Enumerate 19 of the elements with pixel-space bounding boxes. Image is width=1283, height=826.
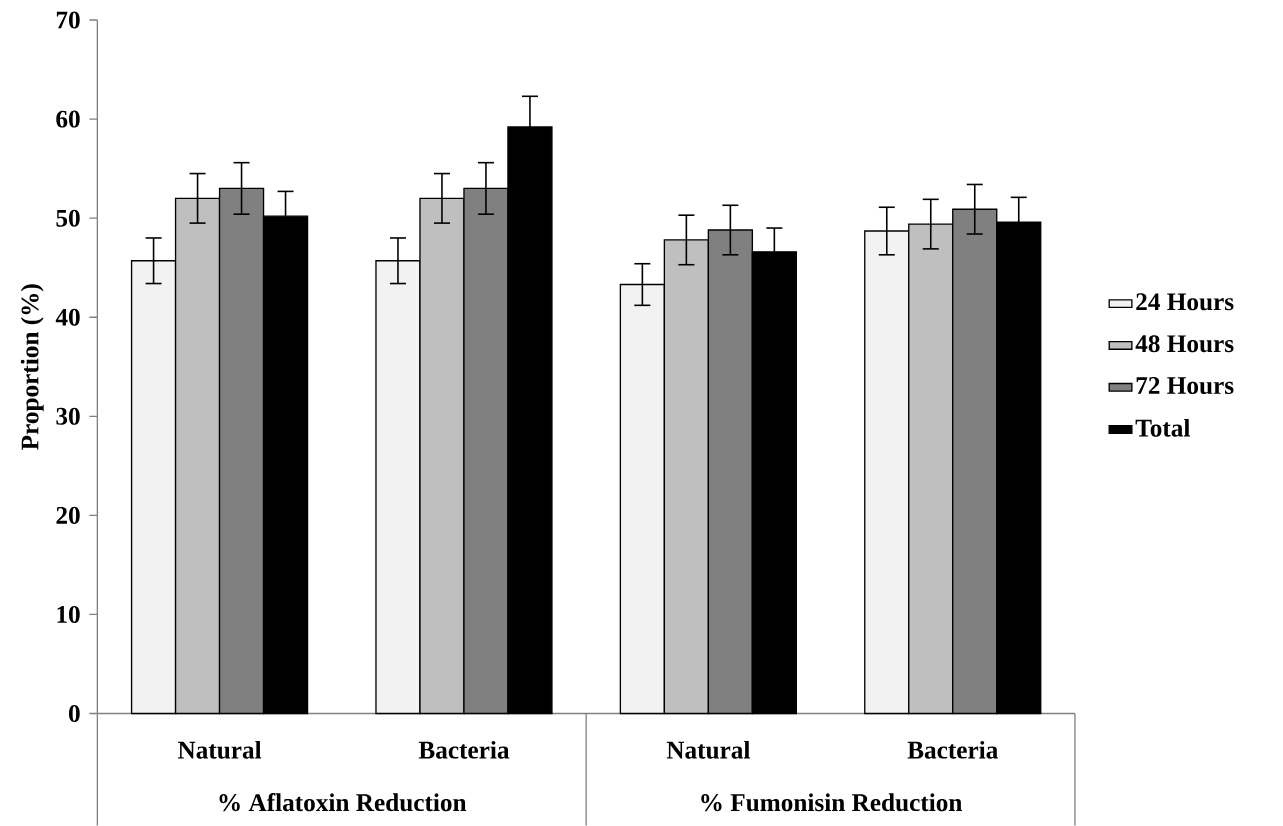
x-tick-label: Natural	[177, 741, 262, 759]
x-tick-label: Natural	[666, 741, 750, 759]
x-tick-label: Bacteria	[418, 741, 510, 759]
x-tick-label: Bacteria	[907, 741, 998, 759]
y-tick-label: 0	[69, 705, 80, 723]
legend-label: Total	[1135, 419, 1190, 437]
y-tick-label: 20	[56, 507, 80, 525]
legend-label: 24 Hours	[1136, 293, 1234, 311]
y-tick-label: 40	[55, 308, 80, 326]
y-tick-label: 50	[56, 209, 80, 227]
text: % Aflatoxin Reduction	[219, 793, 467, 812]
y-tick-label: 70	[56, 11, 80, 29]
y-tick-label: 60	[56, 110, 80, 128]
legend-label: 72 Hours	[1136, 377, 1234, 395]
y-tick-label: 30	[56, 408, 80, 426]
y-tick-label: 10	[57, 606, 80, 624]
legend-label: 48 Hours	[1135, 335, 1234, 353]
text: % Fumonisin Reduction	[701, 793, 963, 812]
y-axis-title: Proportion (%)	[20, 284, 44, 451]
